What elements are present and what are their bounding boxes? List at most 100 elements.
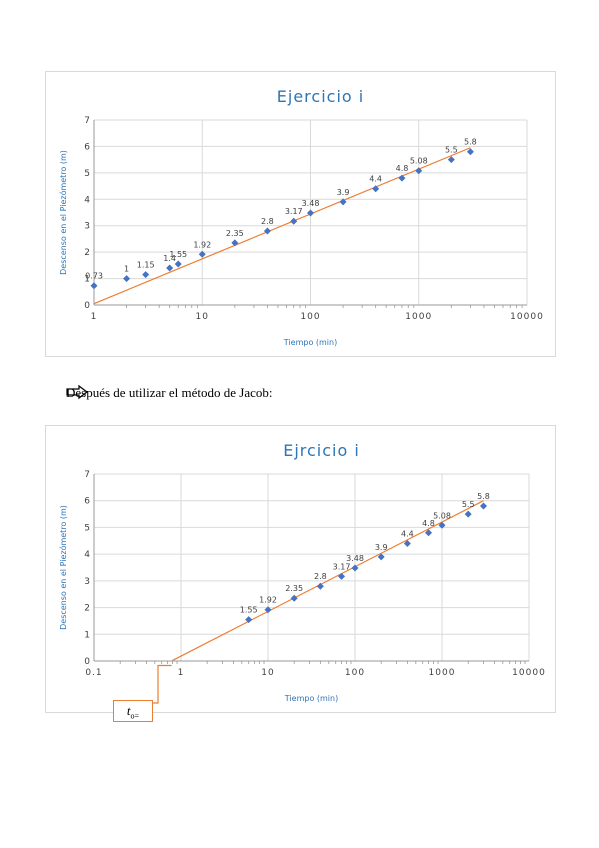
chart-1-panel: Ejercicio i 0 1 2 3 4 5 6 7 1 10 100 1000 10000 Tiempo…: [45, 71, 556, 357]
chart-1-data-label: 4.4: [369, 175, 382, 184]
chart-1-y-axis-label: Descenso en el Piezómetro (m): [58, 150, 68, 275]
chart-2-y-tick-label: 1: [84, 630, 90, 640]
chart-2-y-tick-label: 5: [84, 523, 90, 533]
chart-2-y-tick-label: 6: [84, 497, 90, 507]
chart-2-x-axis-label: Tiempo (min): [284, 694, 338, 703]
chart-1-trendline: [93, 147, 471, 305]
chart-1-title: Ejercicio i: [277, 87, 364, 106]
chart-1-y-tick-label: 2: [84, 248, 90, 258]
chart-2-x-tick-label: 1: [178, 668, 185, 678]
chart-1-data-point: [307, 209, 314, 217]
chart-1-x-tick-label: 10: [196, 312, 209, 322]
chart-2-trendline: [172, 500, 484, 661]
chart-1-data-point: [372, 185, 380, 193]
chart-1-data-point: [339, 198, 347, 206]
chart-1-data-label: 1.55: [169, 250, 187, 259]
chart-1-data-point: [142, 271, 150, 279]
chart-1-data-label: 3.9: [337, 188, 350, 197]
chart-2-y-tick-label: 3: [84, 577, 90, 587]
chart-1-data-point: [290, 217, 298, 225]
chart-1-data-label: 3.48: [302, 199, 320, 208]
chart-2-data-label: 4.4: [401, 529, 414, 538]
chart-2-svg: Ejrcicio i 0 1 2 3 4 5 6 7 0.1 1 10 100 1000 10000 Tiem…: [58, 441, 546, 703]
chart-1-data-point: [123, 275, 131, 283]
note-text: Después de utilizar el método de Jacob:: [66, 385, 273, 400]
chart-1-x-tick-label: 100: [300, 312, 320, 322]
chart-1-data-label: 0.73: [85, 272, 103, 281]
chart-2-data-label: 3.17: [333, 562, 351, 571]
chart-2-data-label: 2.8: [314, 572, 327, 581]
chart-1-data-point: [231, 239, 239, 247]
chart-2-data-label: 5.8: [477, 492, 490, 501]
chart-2-data-point: [290, 594, 298, 602]
chart-1-data-label: 2.8: [261, 217, 274, 226]
chart-1-data-label: 2.35: [226, 229, 244, 238]
t0-callout-label: to=: [113, 700, 153, 722]
chart-2-data-point: [425, 529, 433, 537]
chart-2-data-point: [338, 572, 346, 580]
chart-2-data-point: [264, 606, 272, 614]
chart-1-y-tick-label: 4: [84, 195, 90, 205]
chart-2-panel: Ejrcicio i 0 1 2 3 4 5 6 7 0.1 1 10 100 1000 10000 Tiem…: [45, 425, 556, 713]
chart-1-data-point: [90, 282, 98, 290]
chart-2-y-axis-label: Descenso en el Piezómetro (m): [58, 505, 68, 630]
chart-1-data-label: 1.15: [137, 261, 155, 270]
chart-2-data-label: 1.92: [259, 596, 277, 605]
chart-2-x-tick-label: 10000: [512, 668, 546, 678]
chart-1-y-tick-label: 0: [84, 301, 90, 311]
chart-1-data-point: [263, 227, 271, 235]
chart-2-y-tick-label: 7: [84, 470, 90, 480]
chart-1-data-point: [447, 156, 455, 164]
chart-1-x-tick-label: 10000: [510, 312, 544, 322]
chart-1-data-point: [466, 148, 474, 156]
chart-1-data-point: [415, 167, 423, 175]
chart-2-data-label: 3.48: [346, 554, 364, 563]
chart-2-data-point: [403, 539, 411, 547]
chart-2-x-tick-label: 1000: [429, 668, 456, 678]
chart-1-data-point: [398, 174, 406, 182]
t0-subscript: o=: [130, 711, 140, 721]
chart-2-data-label: 5.5: [462, 500, 475, 509]
chart-2-data-label: 5.08: [433, 511, 451, 520]
chart-1-x-axis-label: Tiempo (min): [283, 338, 337, 347]
chart-2-data-point: [480, 502, 488, 510]
chart-2-data-point: [316, 582, 324, 590]
chart-1-x-tick-label: 1: [91, 312, 98, 322]
chart-2-data-point: [245, 616, 253, 624]
chart-2-x-tick-label: 100: [345, 668, 365, 678]
chart-1-y-tick-label: 7: [84, 116, 90, 126]
chart-1-data-label: 4.8: [396, 164, 409, 173]
chart-1-data-label: 3.17: [285, 207, 303, 216]
chart-1-data-point: [174, 260, 182, 268]
chart-2-data-point: [464, 510, 472, 518]
chart-2-data-point: [438, 521, 446, 529]
chart-1-data-label: 1.4: [163, 254, 176, 263]
chart-1-data-label: 5.08: [410, 157, 428, 166]
chart-1-data-label: 5.5: [445, 146, 458, 155]
t0-symbol: t: [126, 703, 131, 718]
chart-1-y-tick-label: 3: [84, 222, 90, 232]
chart-1-data-point: [166, 264, 174, 272]
chart-2-title: Ejrcicio i: [283, 441, 360, 460]
chart-1-data-point: [198, 250, 206, 258]
chart-2-y-tick-label: 2: [84, 604, 90, 614]
chart-2-data-label: 2.35: [285, 584, 303, 593]
chart-1-x-tick-label: 1000: [405, 312, 432, 322]
chart-2-data-point: [351, 564, 359, 572]
chart-1-y-tick-label: 1: [84, 275, 90, 285]
chart-2-x-tick-label: 0.1: [85, 668, 102, 678]
jacob-method-note: Después de utilizar el método de Jacob:: [66, 384, 273, 401]
chart-1-data-label: 1: [124, 265, 129, 274]
chart-2-data-label: 3.9: [375, 543, 388, 552]
chart-2-data-label: 1.55: [240, 606, 258, 615]
chart-1-data-label: 1.92: [193, 240, 211, 249]
chart-2-data-label: 4.8: [422, 519, 435, 528]
chart-1-data-label: 5.8: [464, 138, 477, 147]
chart-1-y-tick-label: 6: [84, 142, 90, 152]
chart-2-y-tick-label: 4: [84, 550, 90, 560]
right-arrow-icon: [66, 384, 88, 400]
chart-2-y-tick-label: 0: [84, 657, 90, 667]
chart-2-x-tick-label: 10: [261, 668, 274, 678]
chart-2-data-point: [377, 553, 385, 561]
